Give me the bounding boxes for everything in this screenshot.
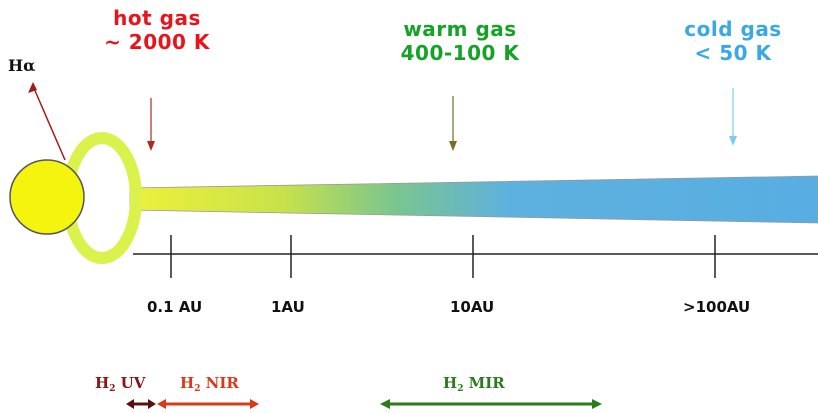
gas-disk bbox=[129, 175, 818, 224]
tick-label-0.1au: 0.1 AU bbox=[147, 298, 203, 316]
warm-gas-title: warm gas bbox=[403, 17, 517, 41]
nir-range-arrow bbox=[157, 399, 259, 409]
tick-label-10au: 10AU bbox=[450, 298, 495, 316]
h-alpha-arrow-head bbox=[28, 82, 37, 93]
diag-h2-mir: H2 MIR bbox=[443, 374, 505, 394]
cold-gas-temp: < 50 K bbox=[694, 41, 772, 65]
warm-gas-label: warm gas 400-100 K bbox=[390, 19, 530, 63]
hot-gas-temp: ~ 2000 K bbox=[104, 30, 210, 54]
uv-range-arrow bbox=[126, 399, 156, 409]
tick-label-100au: >100AU bbox=[683, 298, 751, 316]
hot-gas-title: hot gas bbox=[113, 6, 201, 30]
h-alpha-arrow bbox=[32, 85, 66, 161]
star bbox=[9, 159, 85, 235]
h-alpha-label: Hα bbox=[8, 56, 36, 75]
cold-gas-title: cold gas bbox=[684, 17, 782, 41]
warm-gas-temp: 400-100 K bbox=[400, 41, 520, 65]
hot-gas-label: hot gas ~ 2000 K bbox=[92, 8, 222, 52]
diag-h2-nir: H2 NIR bbox=[180, 374, 239, 394]
cold-gas-pointer-head bbox=[729, 136, 737, 146]
warm-gas-pointer-head bbox=[449, 141, 457, 151]
mir-range-arrow bbox=[380, 399, 602, 409]
tick-label-1au: 1AU bbox=[271, 298, 305, 316]
diag-h2-uv: H2 UV bbox=[95, 374, 146, 394]
cold-gas-label: cold gas < 50 K bbox=[668, 19, 798, 63]
hot-gas-pointer-head bbox=[147, 141, 155, 151]
